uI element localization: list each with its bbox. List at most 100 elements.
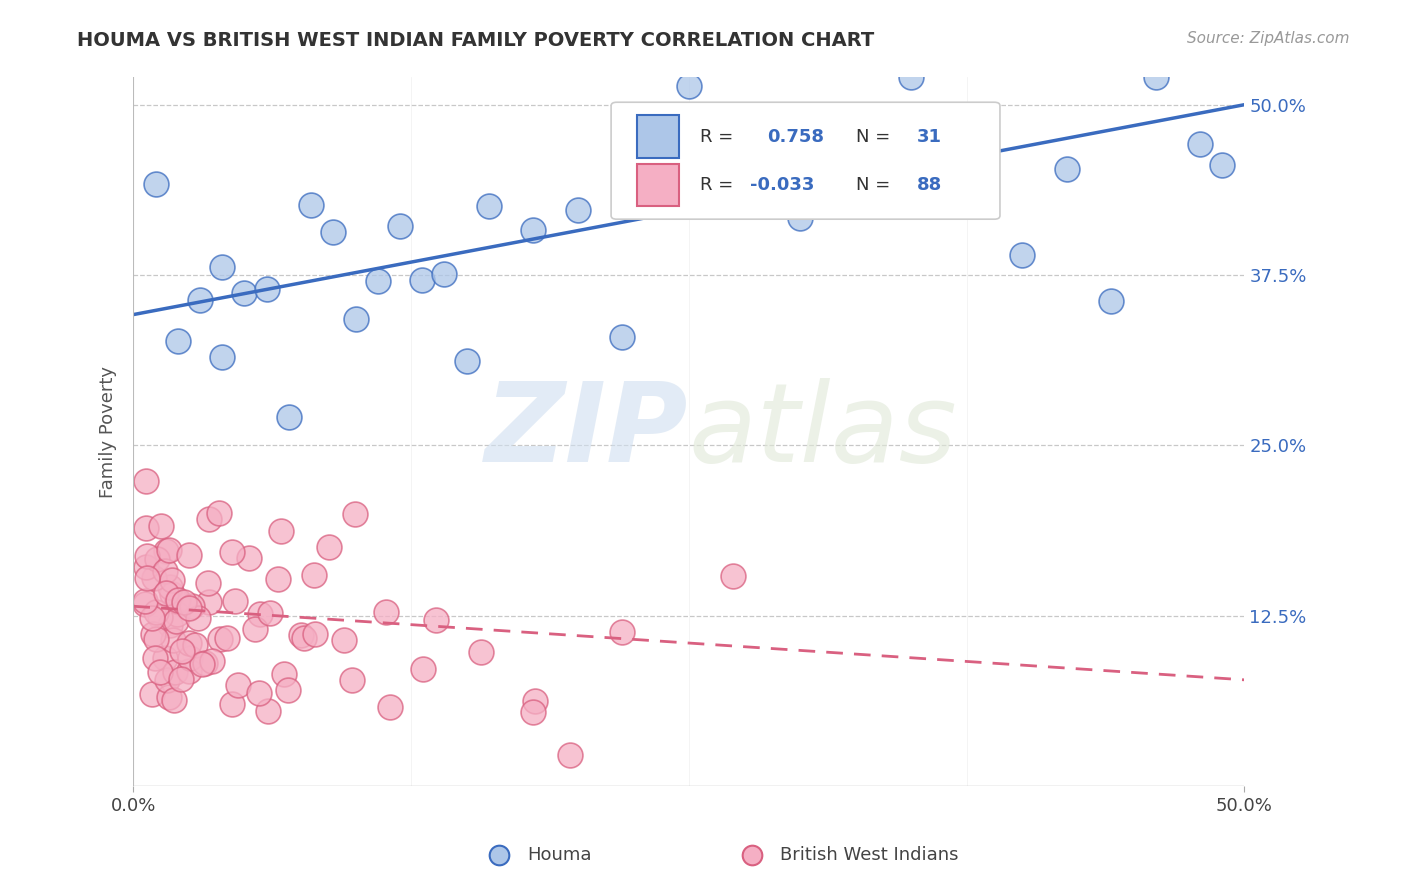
Point: [425, 613, 447, 627]
Point: [145, 177, 167, 191]
Point: [177, 636, 200, 650]
Point: [145, 632, 167, 647]
Point: [249, 607, 271, 621]
Point: [226, 678, 249, 692]
Point: [141, 687, 163, 701]
Point: [302, 568, 325, 582]
Text: Source: ZipAtlas.com: Source: ZipAtlas.com: [1187, 31, 1350, 46]
Text: 0.758: 0.758: [766, 128, 824, 145]
Point: [567, 202, 589, 217]
Point: [209, 632, 232, 646]
Point: [166, 594, 188, 608]
Point: [470, 644, 492, 658]
Point: [1188, 137, 1211, 152]
Point: [143, 571, 166, 585]
Point: [177, 665, 200, 679]
Point: [181, 599, 204, 613]
Point: [136, 571, 159, 585]
Point: [290, 628, 312, 642]
Point: [155, 586, 177, 600]
Text: R =: R =: [700, 176, 733, 194]
Point: [159, 618, 181, 632]
Text: N =: N =: [855, 176, 890, 194]
Point: [221, 545, 243, 559]
Point: [191, 657, 214, 671]
Point: [243, 622, 266, 636]
Point: [344, 312, 367, 326]
Point: [322, 225, 344, 239]
Point: [215, 631, 238, 645]
Point: [259, 607, 281, 621]
Point: [221, 697, 243, 711]
Point: [1144, 70, 1167, 85]
Point: [157, 542, 180, 557]
Point: [162, 693, 184, 707]
Text: ZIP: ZIP: [485, 378, 689, 485]
Point: [560, 747, 582, 762]
Point: [188, 293, 211, 307]
Point: [1011, 248, 1033, 262]
Point: [141, 610, 163, 624]
Point: [160, 587, 183, 601]
Point: [194, 656, 217, 670]
Point: [256, 705, 278, 719]
Point: [744, 178, 766, 193]
Point: [340, 673, 363, 688]
Point: [412, 662, 434, 676]
Point: [966, 152, 988, 166]
Point: [135, 560, 157, 574]
Point: [333, 633, 356, 648]
Text: atlas: atlas: [689, 378, 957, 485]
Point: [166, 593, 188, 607]
Point: [1211, 157, 1233, 171]
Point: [1099, 294, 1122, 309]
Point: [155, 544, 177, 558]
Text: HOUMA VS BRITISH WEST INDIAN FAMILY POVERTY CORRELATION CHART: HOUMA VS BRITISH WEST INDIAN FAMILY POVE…: [77, 31, 875, 50]
Point: [612, 624, 634, 639]
Point: [247, 686, 270, 700]
Y-axis label: Family Poverty: Family Poverty: [100, 366, 117, 498]
Point: [150, 519, 173, 533]
Point: [159, 580, 181, 594]
Point: [270, 524, 292, 538]
Point: [273, 666, 295, 681]
Point: [522, 705, 544, 719]
Point: [135, 549, 157, 563]
Point: [197, 576, 219, 591]
Point: [201, 654, 224, 668]
Point: [146, 552, 169, 566]
Point: [304, 627, 326, 641]
Point: [145, 606, 167, 620]
Point: [292, 631, 315, 645]
Point: [299, 198, 322, 212]
Point: [277, 409, 299, 424]
Point: [478, 199, 501, 213]
Text: 88: 88: [917, 176, 942, 194]
Point: [380, 700, 402, 714]
Point: [256, 283, 278, 297]
Point: [233, 286, 256, 301]
Point: [153, 651, 176, 665]
Point: [344, 507, 367, 521]
Point: [318, 540, 340, 554]
FancyBboxPatch shape: [637, 163, 679, 206]
Point: [177, 549, 200, 563]
Point: [135, 474, 157, 488]
Point: [207, 506, 229, 520]
Point: [155, 564, 177, 578]
Point: [238, 550, 260, 565]
Point: [723, 568, 745, 582]
Text: -0.033: -0.033: [749, 176, 814, 194]
Point: [211, 350, 233, 364]
Point: [170, 673, 193, 687]
Point: [142, 627, 165, 641]
Point: [433, 267, 456, 281]
Point: [134, 594, 156, 608]
Point: [456, 353, 478, 368]
Point: [524, 693, 547, 707]
Point: [198, 595, 221, 609]
Point: [612, 329, 634, 343]
Point: [165, 614, 187, 628]
Point: [277, 682, 299, 697]
Point: [149, 665, 172, 679]
